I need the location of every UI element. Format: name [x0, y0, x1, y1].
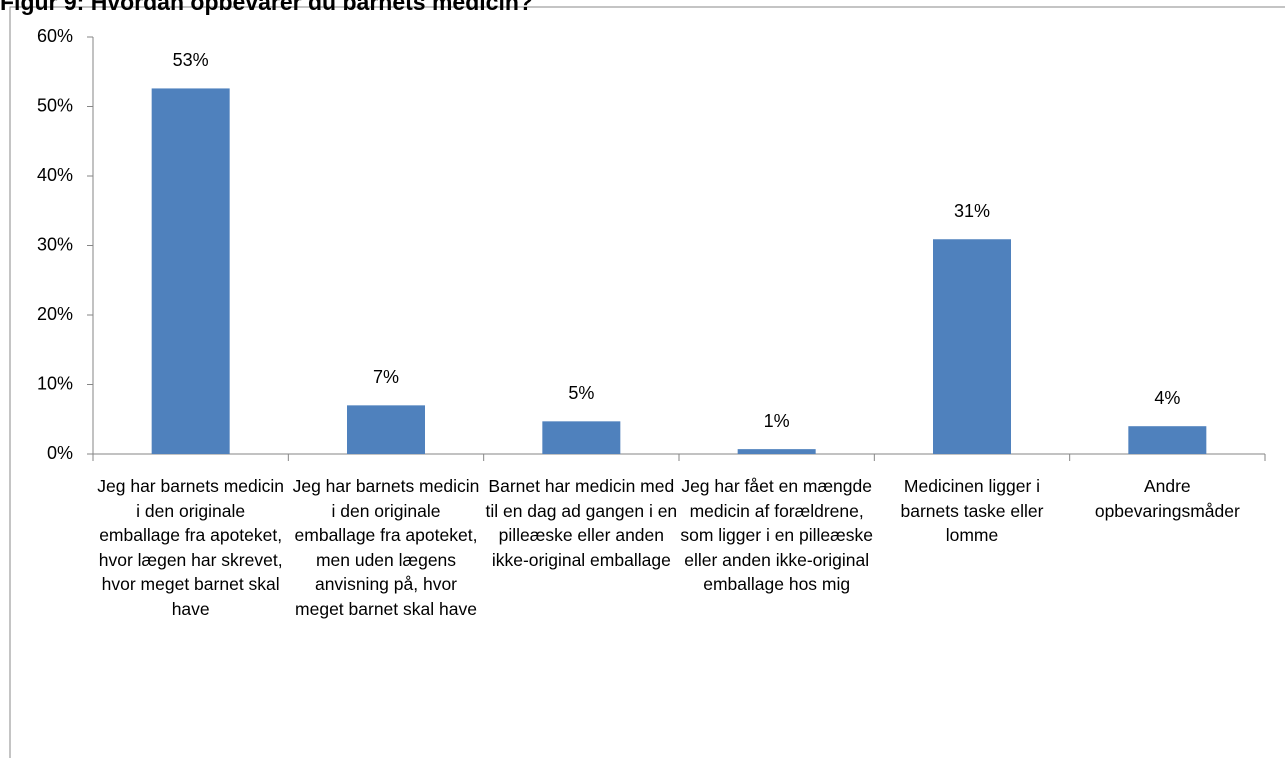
data-label: 4% [1154, 388, 1180, 408]
x-tick-label: Jeg har barnets medicin i den originale … [292, 476, 480, 619]
x-tick-label: Jeg har fået en mængde medicin af foræld… [680, 476, 873, 594]
bar [151, 88, 230, 455]
y-tick-label: 20% [37, 304, 73, 324]
bar [542, 421, 621, 454]
x-tick-label: Andre opbevaringsmåder [1094, 476, 1240, 521]
x-tick-label: Medicinen ligger i barnets taske eller l… [900, 476, 1044, 545]
data-label: 31% [954, 201, 990, 221]
bar [347, 405, 425, 454]
data-label: 1% [764, 411, 790, 431]
data-label: 53% [173, 50, 209, 70]
bar [1128, 426, 1207, 454]
bar [737, 449, 816, 454]
y-tick-label: 30% [37, 234, 73, 254]
chart-title: Figur 9: Hvordan opbevarer du barnets me… [0, 0, 533, 15]
y-tick-label: 0% [47, 443, 73, 463]
y-tick-label: 10% [37, 373, 73, 393]
x-tick-label: Barnet har medicin med til en dag ad gan… [485, 476, 678, 570]
chart-border [9, 6, 1285, 758]
y-tick-label: 50% [37, 95, 73, 115]
bar [933, 239, 1011, 454]
x-tick-label: Jeg har barnets medicin i den originale … [97, 476, 285, 619]
data-label: 5% [568, 383, 594, 403]
y-tick-label: 60% [37, 26, 73, 46]
data-label: 7% [373, 367, 399, 387]
y-tick-label: 40% [37, 165, 73, 185]
